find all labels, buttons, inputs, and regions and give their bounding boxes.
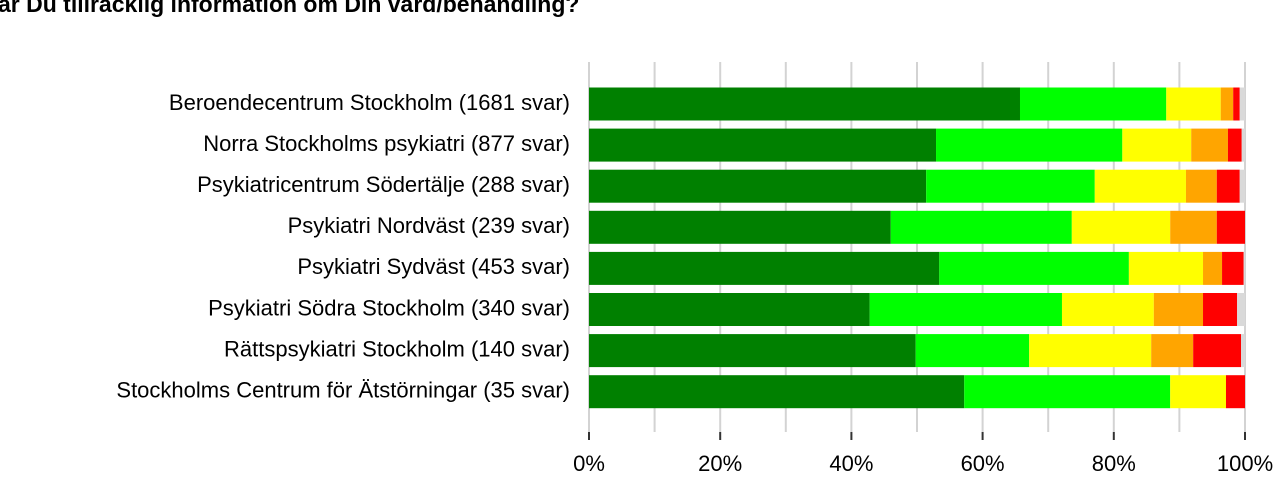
bar-segment: [1128, 251, 1204, 285]
y-tick-label: Rättspsykiatri Stockholm (140 svar): [224, 336, 570, 361]
bar-segment: [1239, 87, 1245, 121]
bar-segment: [589, 334, 916, 368]
bar-segment: [1233, 87, 1240, 121]
x-tick-label: 80%: [1092, 451, 1136, 476]
bar-segment: [1227, 128, 1242, 162]
bar-segment: [1094, 169, 1186, 203]
bar-segment: [936, 128, 1123, 162]
bar-segment: [589, 169, 927, 203]
bar-segment: [1019, 87, 1167, 121]
bar-segment: [1241, 334, 1245, 368]
x-tick-label: 0%: [573, 451, 605, 476]
bar-segment: [964, 375, 1171, 409]
bar-segment: [915, 334, 1030, 368]
bar-segment: [1191, 128, 1228, 162]
bar-segment: [589, 210, 891, 244]
bar-segment: [1029, 334, 1152, 368]
bar-segment: [1225, 375, 1245, 409]
bar-segment: [1222, 251, 1244, 285]
bar-segment: [1239, 169, 1245, 203]
x-tick-label: 20%: [698, 451, 742, 476]
bar-segment: [1220, 87, 1234, 121]
bar-segment: [589, 87, 1020, 121]
bar-segment: [890, 210, 1072, 244]
bar-segment: [1216, 210, 1245, 244]
bar-segment: [1166, 87, 1221, 121]
y-tick-label: Psykiatri Sydväst (453 svar): [297, 254, 570, 279]
x-tick-label: 60%: [961, 451, 1005, 476]
bar-segment: [1203, 251, 1223, 285]
y-tick-label: Psykiatricentrum Södertälje (288 svar): [197, 172, 570, 197]
y-tick-label: Psykiatri Nordväst (239 svar): [288, 213, 570, 238]
bar-segment: [939, 251, 1129, 285]
bar-segment: [1216, 169, 1240, 203]
bar-segment: [1193, 334, 1242, 368]
y-tick-label: Beroendecentrum Stockholm (1681 svar): [169, 90, 570, 115]
bar-segment: [1170, 210, 1217, 244]
y-tick-label: Stockholms Centrum för Ätstörningar (35 …: [116, 378, 570, 403]
bar-segment: [1203, 293, 1238, 326]
bar-segment: [589, 128, 937, 162]
y-tick-label: Psykiatri Södra Stockholm (340 svar): [208, 295, 570, 320]
chart-title: ar Du tillräcklig information om Din vår…: [0, 0, 579, 17]
bar-segment: [1061, 293, 1154, 326]
bar-segment: [589, 293, 870, 326]
x-tick-label: 40%: [829, 451, 873, 476]
bar-segment: [1170, 375, 1226, 409]
bar-segment: [869, 293, 1062, 326]
bar-segment: [1151, 334, 1194, 368]
bar-segment: [1153, 293, 1204, 326]
bar-segment: [1185, 169, 1217, 203]
bar-segment: [589, 251, 940, 285]
bar-segment: [1122, 128, 1192, 162]
bar-segment: [1243, 251, 1245, 285]
bar-segment: [1071, 210, 1171, 244]
bar-segment: [1241, 128, 1245, 162]
bar-segment: [926, 169, 1095, 203]
bar-segment: [589, 375, 965, 409]
y-tick-label: Norra Stockholms psykiatri (877 svar): [203, 131, 570, 156]
bar-segment: [1237, 293, 1245, 326]
x-tick-label: 100%: [1217, 451, 1273, 476]
